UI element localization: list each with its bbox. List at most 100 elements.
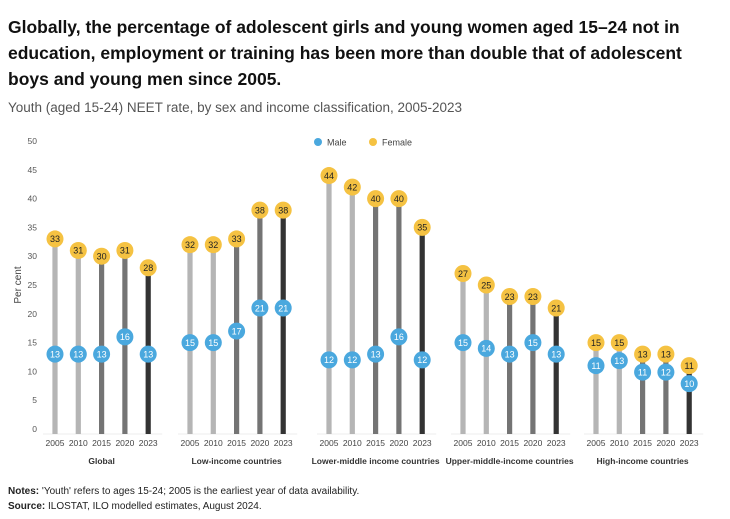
female-point [204,236,222,254]
male-data-label: 15 [458,338,468,348]
male-data-label: 12 [661,367,671,377]
male-point [320,351,338,369]
x-tick-label: 2015 [227,438,246,448]
x-tick-label: 2010 [69,438,88,448]
y-tick-label: 15 [28,338,38,348]
bar-2005 [593,342,599,434]
male-point [477,339,495,357]
male-data-label: 16 [120,332,130,342]
male-point [610,352,628,370]
male-data-label: 11 [638,367,647,377]
female-data-label: 33 [232,234,242,244]
source-text: ILOSTAT, ILO modelled estimates, August … [45,501,262,512]
x-tick-label: 2005 [587,438,606,448]
x-tick-label: 2010 [343,438,362,448]
male-data-label: 15 [208,338,218,348]
male-point [501,345,519,363]
male-point [93,345,111,363]
female-data-label: 25 [481,280,491,290]
source-label: Source: [8,501,46,512]
x-tick-label: 2005 [454,438,473,448]
female-data-label: 40 [394,194,404,204]
female-data-label: 23 [528,292,538,302]
x-tick-label: 2020 [656,438,675,448]
female-data-label: 15 [591,338,601,348]
male-point [228,322,246,340]
male-data-label: 10 [684,379,694,389]
male-data-label: 12 [347,355,357,365]
female-data-label: 11 [685,361,694,371]
male-point [46,345,64,363]
legend-label-female: Female [382,138,412,148]
male-data-label: 13 [97,349,107,359]
male-data-label: 12 [417,355,427,365]
female-point [501,288,519,306]
male-point [343,351,361,369]
female-data-label: 38 [255,205,265,215]
male-point [69,345,87,363]
bar-2015 [99,256,105,434]
female-data-label: 30 [97,252,107,262]
female-point [181,236,199,254]
male-point [204,334,222,352]
female-point [69,241,87,259]
notes-label: Notes: [8,486,40,497]
male-point [680,375,698,393]
male-data-label: 15 [185,338,195,348]
female-data-label: 31 [73,246,83,256]
female-data-label: 33 [50,234,60,244]
female-point [610,334,628,352]
y-tick-label: 30 [28,251,38,261]
female-data-label: 28 [143,263,153,273]
x-tick-label: 2010 [610,438,629,448]
female-point [657,345,675,363]
male-data-label: 13 [143,349,153,359]
group-label: Lower-middle income countries [312,456,440,466]
female-data-label: 23 [505,292,515,302]
male-data-label: 13 [614,356,624,366]
male-data-label: 21 [278,303,288,313]
x-tick-label: 2010 [477,438,496,448]
bar-2015 [640,354,646,434]
x-tick-label: 2015 [500,438,519,448]
male-data-label: 12 [324,355,334,365]
female-point [477,276,495,294]
male-data-label: 13 [50,349,60,359]
female-point [454,264,472,282]
female-point [93,247,111,265]
y-tick-label: 40 [28,194,38,204]
bar-2015 [373,198,379,434]
male-point [454,334,472,352]
female-data-label: 44 [324,171,334,181]
male-point [390,328,408,346]
bar-2023 [553,308,559,434]
female-point [367,190,385,208]
female-point [413,218,431,236]
y-tick-label: 25 [28,280,38,290]
bar-2010 [483,285,489,434]
x-tick-label: 2015 [92,438,111,448]
female-data-label: 13 [661,349,671,359]
male-data-label: 13 [551,349,561,359]
female-data-label: 31 [120,246,130,256]
male-data-label: 17 [232,326,242,336]
x-tick-label: 2005 [181,438,200,448]
x-tick-label: 2023 [547,438,566,448]
bar-2020 [257,210,263,434]
y-tick-label: 20 [28,309,38,319]
female-point [524,288,542,306]
male-data-label: 15 [528,338,538,348]
y-tick-label: 45 [28,165,38,175]
male-data-label: 13 [73,349,83,359]
female-point [547,299,565,317]
x-tick-label: 2023 [680,438,699,448]
female-data-label: 21 [551,303,561,313]
bar-2005 [52,238,58,434]
x-tick-label: 2023 [274,438,293,448]
bar-2020 [396,198,402,434]
notes-text: 'Youth' refers to ages 15-24; 2005 is th… [39,486,360,497]
group-label: Global [88,456,114,466]
male-point [116,328,134,346]
x-tick-label: 2020 [115,438,134,448]
